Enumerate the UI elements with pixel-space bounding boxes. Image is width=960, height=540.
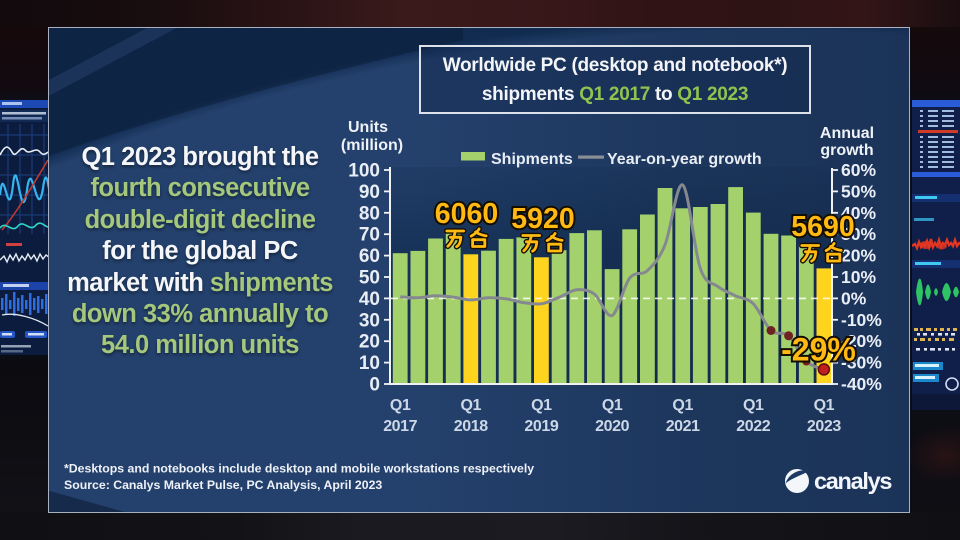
svg-text:40%: 40% xyxy=(841,203,876,223)
svg-text:10: 10 xyxy=(359,353,380,374)
svg-text:2022: 2022 xyxy=(736,418,770,435)
svg-text:10%: 10% xyxy=(841,267,876,287)
svg-text:100: 100 xyxy=(348,161,380,182)
svg-text:Q1: Q1 xyxy=(743,397,764,414)
svg-text:2017: 2017 xyxy=(383,418,417,435)
svg-text:Q1: Q1 xyxy=(531,397,552,414)
svg-text:2021: 2021 xyxy=(666,418,700,435)
svg-text:Q1: Q1 xyxy=(814,397,835,414)
svg-text:2018: 2018 xyxy=(454,418,488,435)
svg-text:20: 20 xyxy=(359,332,380,353)
svg-text:50%: 50% xyxy=(841,181,876,201)
svg-text:0%: 0% xyxy=(841,288,867,308)
svg-text:Q1: Q1 xyxy=(672,397,693,414)
svg-text:2023: 2023 xyxy=(807,418,841,435)
svg-text:50: 50 xyxy=(359,268,380,289)
svg-text:60: 60 xyxy=(359,246,380,267)
svg-text:-10%: -10% xyxy=(841,310,882,330)
svg-text:5690: 5690 xyxy=(791,211,854,243)
svg-text:Year-on-year growth: Year-on-year growth xyxy=(607,151,762,168)
svg-text:Annual: Annual xyxy=(820,125,874,142)
svg-text:-40%: -40% xyxy=(841,374,882,394)
svg-text:Units: Units xyxy=(348,119,388,136)
svg-text:80: 80 xyxy=(359,203,380,224)
svg-text:2019: 2019 xyxy=(524,418,558,435)
svg-text:Q1: Q1 xyxy=(602,397,623,414)
svg-text:20%: 20% xyxy=(841,246,876,266)
svg-text:0: 0 xyxy=(369,375,380,396)
svg-text:growth: growth xyxy=(820,142,873,159)
svg-text:2020: 2020 xyxy=(595,418,629,435)
svg-text:-29%: -29% xyxy=(781,332,856,368)
svg-text:canalys: canalys xyxy=(814,468,892,494)
svg-text:Shipments: Shipments xyxy=(491,151,573,168)
svg-text:Q1: Q1 xyxy=(461,397,482,414)
svg-text:*Desktops and notebooks includ: *Desktops and notebooks include desktop … xyxy=(64,462,534,476)
svg-text:5920: 5920 xyxy=(511,203,574,235)
svg-text:-30%: -30% xyxy=(841,353,882,373)
svg-text:30%: 30% xyxy=(841,224,876,244)
svg-text:Source: Canalys Market Pulse,: Source: Canalys Market Pulse, PC Analysi… xyxy=(64,478,382,492)
svg-text:90: 90 xyxy=(359,182,380,203)
svg-text:60%: 60% xyxy=(841,160,876,180)
svg-text:(million): (million) xyxy=(341,137,403,154)
svg-text:40: 40 xyxy=(359,289,380,310)
svg-text:70: 70 xyxy=(359,225,380,246)
svg-text:30: 30 xyxy=(359,310,380,331)
svg-text:-20%: -20% xyxy=(841,331,882,351)
svg-text:Q1: Q1 xyxy=(390,397,411,414)
svg-text:6060: 6060 xyxy=(435,198,498,230)
